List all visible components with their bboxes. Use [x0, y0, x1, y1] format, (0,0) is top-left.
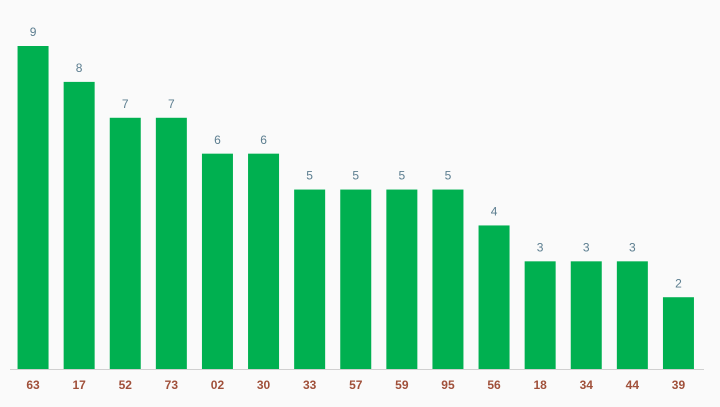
value-label: 5 [399, 169, 406, 183]
bar [570, 261, 602, 369]
bar [432, 189, 464, 369]
value-label: 8 [76, 61, 83, 75]
value-label: 7 [122, 97, 129, 111]
x-tick-label: 52 [119, 378, 133, 392]
bar [386, 189, 418, 369]
value-label: 5 [352, 169, 359, 183]
x-tick-label: 44 [626, 378, 640, 392]
value-label: 2 [675, 276, 682, 290]
bar [248, 153, 280, 369]
bar [524, 261, 556, 369]
bar [294, 189, 326, 369]
bar [155, 117, 187, 370]
x-tick-label: 02 [211, 378, 225, 392]
x-tick-label: 59 [395, 378, 409, 392]
value-label: 3 [629, 241, 636, 255]
value-label: 6 [214, 133, 221, 147]
bar [17, 46, 49, 369]
value-label: 6 [260, 133, 267, 147]
x-tick-label: 17 [72, 378, 86, 392]
x-tick-label: 39 [672, 378, 686, 392]
value-label: 3 [537, 241, 544, 255]
value-label: 5 [306, 169, 313, 183]
bar [616, 261, 648, 369]
x-tick-label: 63 [26, 378, 40, 392]
value-label: 4 [491, 205, 498, 219]
x-tick-label: 34 [580, 378, 594, 392]
bar [63, 81, 95, 369]
bar [340, 189, 372, 369]
bar [201, 153, 233, 369]
value-label: 3 [583, 241, 590, 255]
x-tick-label: 30 [257, 378, 271, 392]
value-label: 9 [30, 25, 37, 39]
x-tick-label: 73 [165, 378, 179, 392]
x-tick-label: 18 [533, 378, 547, 392]
value-label: 5 [445, 169, 452, 183]
x-tick-label: 57 [349, 378, 363, 392]
x-tick-label: 33 [303, 378, 317, 392]
x-tick-label: 95 [441, 378, 455, 392]
bar [478, 225, 510, 369]
bar [662, 297, 694, 369]
x-tick-label: 56 [487, 378, 501, 392]
bar [109, 117, 141, 370]
value-label: 7 [168, 97, 175, 111]
